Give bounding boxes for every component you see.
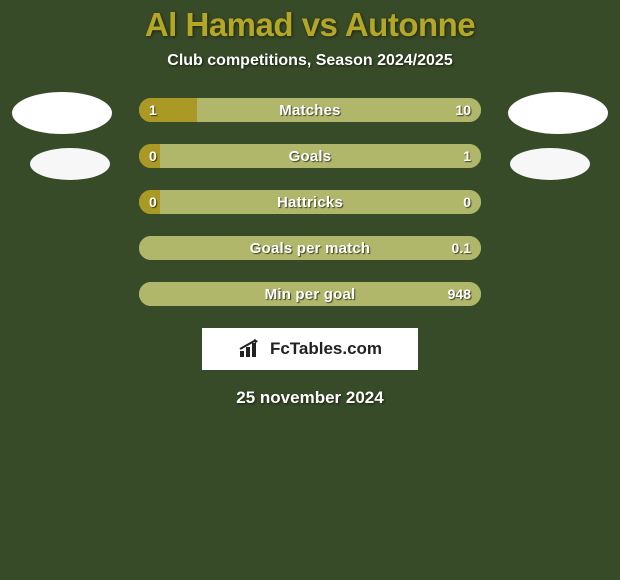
brand-text: FcTables.com <box>270 339 382 359</box>
stat-value-right: 948 <box>448 282 471 306</box>
stat-row: Min per goal948 <box>139 282 481 306</box>
bars-icon <box>238 339 262 359</box>
stat-value-right: 0 <box>463 190 471 214</box>
stat-value-left: 0 <box>149 190 157 214</box>
stat-value-right: 10 <box>455 98 471 122</box>
stat-row: Goals per match0.1 <box>139 236 481 260</box>
stats-section: Matches110Goals01Hattricks00Goals per ma… <box>0 98 620 408</box>
stat-label: Matches <box>139 98 481 122</box>
comparison-card: Al Hamad vs Autonne Club competitions, S… <box>0 0 620 580</box>
brand-badge: FcTables.com <box>202 328 418 370</box>
player-left-club-badge <box>30 148 110 180</box>
subtitle: Club competitions, Season 2024/2025 <box>0 52 620 70</box>
page-title: Al Hamad vs Autonne <box>0 0 620 44</box>
snapshot-date: 25 november 2024 <box>0 388 620 408</box>
stat-value-left: 1 <box>149 98 157 122</box>
player-right-club-badge <box>510 148 590 180</box>
stat-row: Goals0 1 <box>139 144 481 168</box>
stat-rows: Matches110Goals01Hattricks00Goals per ma… <box>139 98 481 306</box>
player-left-avatar <box>12 92 112 134</box>
stat-value-right: 1 <box>463 144 471 168</box>
stat-value-left: 0 <box>149 144 157 168</box>
stat-label: Goals per match <box>139 236 481 260</box>
stat-row: Matches1 10 <box>139 98 481 122</box>
stat-label: Hattricks <box>139 190 481 214</box>
stat-value-right: 0.1 <box>452 236 471 260</box>
stat-label: Goals <box>139 144 481 168</box>
stat-label: Min per goal <box>139 282 481 306</box>
player-right-avatar <box>508 92 608 134</box>
stat-row: Hattricks0 0 <box>139 190 481 214</box>
